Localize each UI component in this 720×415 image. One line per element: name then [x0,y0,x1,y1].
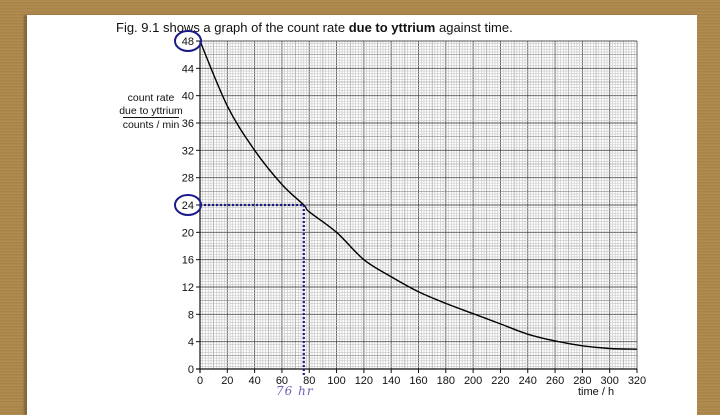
y-tick-label: 36 [182,118,194,130]
x-tick-label: 200 [464,375,482,387]
y-tick-label: 20 [182,227,194,239]
x-tick-label: 260 [546,375,564,387]
y-tick-label: 4 [188,337,194,349]
y-tick-label: 44 [182,63,194,75]
x-tick-label: 60 [276,375,288,387]
x-tick-label: 320 [628,375,646,387]
x-tick-label: 0 [197,375,203,387]
caption-bold-text: due to yttrium [348,20,436,35]
x-tick-label: 40 [249,375,261,387]
decay-curve [199,40,638,350]
x-tick-label: 100 [327,375,345,387]
x-tick-label: 280 [573,375,591,387]
y-tick-label: 40 [182,91,194,103]
circle-marker [174,30,202,52]
y-tick-label: 0 [188,364,194,376]
x-tick-label: 20 [221,375,233,387]
y-axis-units: counts / min [122,117,180,131]
y-axis-label-line1: count rate [127,92,175,104]
x-tick-label: 120 [355,375,373,387]
decay-chart: 0 20 40 60 80 100 120 140 160 180 200 220 240 260 280 3… [174,30,646,387]
x-tick-label: 140 [382,375,400,387]
y-tick-label: 8 [188,309,194,321]
x-tick-label: 300 [601,375,619,387]
x-tick-label: 80 [303,375,315,387]
x-axis-label: time / h [578,386,615,398]
y-tick-label: 16 [182,255,194,267]
x-tick-label: 180 [437,375,455,387]
y-tick-label: 48 [182,36,194,48]
y-tick-label: 32 [182,145,194,157]
x-tick-label: 160 [409,375,427,387]
y-axis-label-line2: due to yttrium [119,104,183,117]
y-tick-label: 24 [182,200,194,212]
handwritten-annotation: 76 hr [276,384,314,398]
figure-caption: Fig. 9.1 shows a graph of the count rate… [116,20,513,35]
caption-suffix: against time. [435,20,513,35]
y-tick-label: 28 [182,173,194,185]
x-tick-label: 240 [519,375,537,387]
x-tick-label: 220 [491,375,509,387]
y-tick-label: 12 [182,282,194,294]
caption-text: Fig. 9.1 shows a graph of the count rate [116,20,349,35]
y-axis-label: count rate due to yttrium counts / min [108,92,194,132]
